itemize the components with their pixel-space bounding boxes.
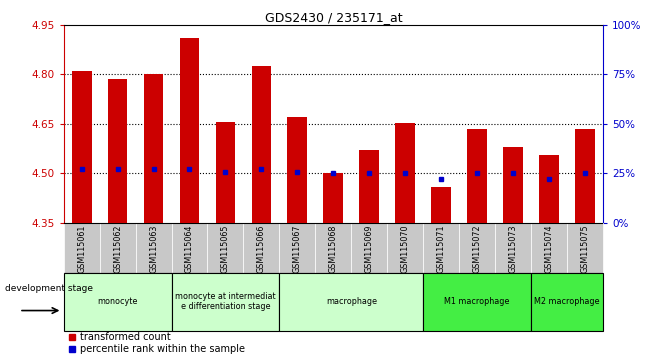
Bar <box>251 66 271 223</box>
Text: M2 macrophage: M2 macrophage <box>534 297 600 306</box>
Bar <box>531 223 567 273</box>
Bar <box>100 223 135 273</box>
Text: GSM115067: GSM115067 <box>293 224 302 273</box>
Bar <box>539 155 559 223</box>
Bar <box>423 223 459 273</box>
Text: GSM115072: GSM115072 <box>472 224 482 273</box>
Bar <box>503 147 523 223</box>
Text: GSM115071: GSM115071 <box>437 224 446 273</box>
Text: GSM115069: GSM115069 <box>364 224 374 273</box>
Bar <box>216 122 235 223</box>
Bar <box>351 223 387 273</box>
Bar <box>531 273 603 331</box>
Bar <box>495 223 531 273</box>
Bar <box>567 223 603 273</box>
Bar <box>467 129 487 223</box>
Bar <box>172 223 208 273</box>
Bar <box>316 223 351 273</box>
Bar <box>575 129 595 223</box>
Bar <box>208 223 243 273</box>
Text: transformed count: transformed count <box>80 332 171 342</box>
Bar <box>387 223 423 273</box>
Bar <box>172 273 279 331</box>
Text: macrophage: macrophage <box>326 297 377 306</box>
Bar <box>423 273 531 331</box>
Bar <box>459 223 495 273</box>
Bar <box>287 117 308 223</box>
Text: monocyte: monocyte <box>97 297 138 306</box>
Bar <box>359 150 379 223</box>
Text: development stage: development stage <box>5 284 93 293</box>
Bar <box>64 223 100 273</box>
Text: GSM115066: GSM115066 <box>257 224 266 273</box>
Bar <box>180 38 200 223</box>
Bar <box>64 273 172 331</box>
Text: GSM115073: GSM115073 <box>509 224 518 273</box>
Bar <box>135 223 172 273</box>
Text: GSM115075: GSM115075 <box>580 224 590 273</box>
Bar <box>143 74 163 223</box>
Bar <box>72 71 92 223</box>
Text: GSM115061: GSM115061 <box>77 224 86 273</box>
Bar <box>324 173 343 223</box>
Text: percentile rank within the sample: percentile rank within the sample <box>80 344 245 354</box>
Title: GDS2430 / 235171_at: GDS2430 / 235171_at <box>265 11 402 24</box>
Text: GSM115064: GSM115064 <box>185 224 194 273</box>
Bar <box>279 223 316 273</box>
Text: GSM115074: GSM115074 <box>545 224 553 273</box>
Bar <box>279 273 423 331</box>
Bar <box>431 187 451 223</box>
Text: GSM115070: GSM115070 <box>401 224 410 273</box>
Bar <box>395 123 415 223</box>
Text: GSM115063: GSM115063 <box>149 224 158 273</box>
Text: monocyte at intermediat
e differentiation stage: monocyte at intermediat e differentiatio… <box>175 292 276 312</box>
Bar <box>108 79 127 223</box>
Text: GSM115068: GSM115068 <box>329 224 338 273</box>
Bar <box>243 223 279 273</box>
Text: M1 macrophage: M1 macrophage <box>444 297 510 306</box>
Text: GSM115062: GSM115062 <box>113 224 122 273</box>
Text: GSM115065: GSM115065 <box>221 224 230 273</box>
